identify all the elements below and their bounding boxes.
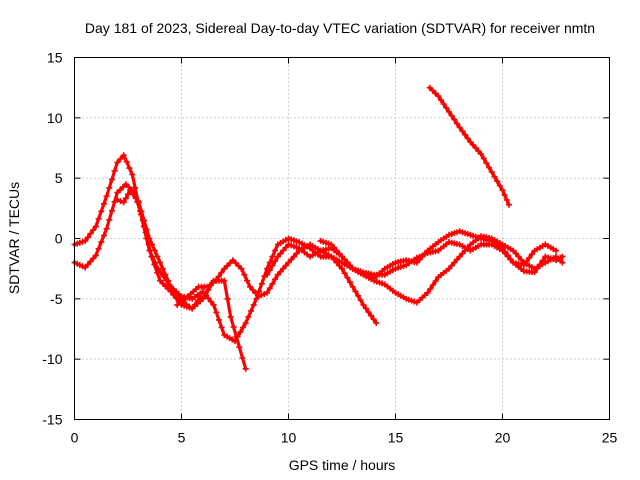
plot-frame — [74, 57, 610, 420]
x-tick-label: 5 — [178, 430, 186, 446]
y-tick-label: -15 — [42, 412, 62, 428]
series-track-6 — [317, 228, 559, 282]
data-series — [71, 84, 566, 372]
x-tick-label: 20 — [495, 430, 511, 446]
y-tick-label: 10 — [47, 110, 63, 126]
series-point-markers — [317, 228, 559, 282]
x-tick-label: 25 — [602, 430, 618, 446]
x-tick-label: 0 — [71, 430, 79, 446]
series-point-markers — [426, 84, 512, 208]
y-axis-label: SDTVAR / TECUs — [6, 182, 22, 294]
y-tick-label: -5 — [50, 291, 63, 307]
series-track-2 — [71, 152, 249, 372]
x-tick-label: 10 — [281, 430, 297, 446]
x-axis-tick-labels: 0 5 10 15 20 25 — [71, 430, 618, 446]
y-tick-label: 5 — [55, 170, 63, 186]
series-point-markers — [114, 187, 380, 345]
x-tick-label: 15 — [388, 430, 404, 446]
y-tick-label: -10 — [42, 351, 62, 367]
y-axis-tick-labels: -15 -10 -5 0 5 10 15 — [42, 50, 62, 428]
y-tick-label: 15 — [47, 50, 63, 66]
chart-title: Day 181 of 2023, Sidereal Day-to-day VTE… — [85, 20, 595, 36]
series-track-7 — [426, 84, 512, 208]
y-tick-label: 0 — [55, 231, 63, 247]
x-axis-label: GPS time / hours — [289, 457, 396, 473]
